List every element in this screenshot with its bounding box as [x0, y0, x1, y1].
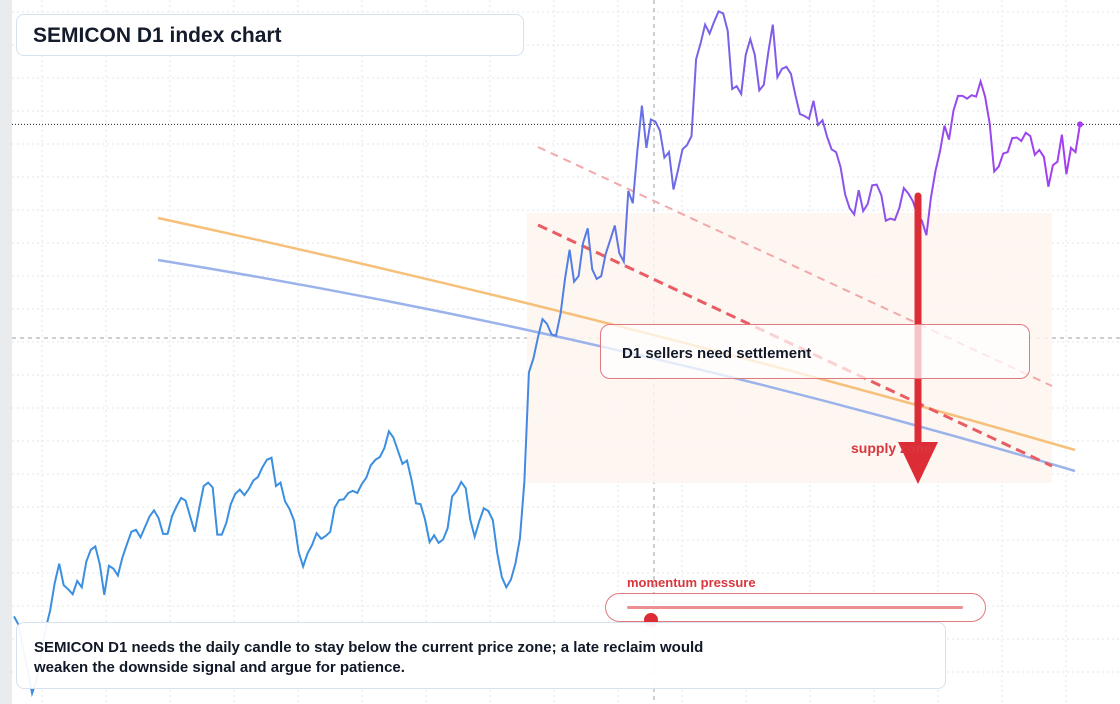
settlement-callout: D1 sellers need settlement: [600, 324, 1030, 379]
momentum-label: momentum pressure: [627, 575, 756, 590]
direction-arrow: [898, 192, 938, 484]
price-series: [13, 10, 1083, 698]
callout-text: D1 sellers need settlement: [622, 345, 812, 362]
last-price-dot: [1077, 121, 1083, 128]
momentum-gauge: [605, 593, 986, 627]
note-text: SEMICON D1 needs the daily candle to sta…: [34, 639, 704, 676]
chart-title: SEMICON D1 index chart: [33, 24, 282, 47]
price-line: [13, 10, 1081, 698]
momentum-track: [627, 606, 963, 627]
left-price-rail: [0, 0, 12, 704]
supply-zone-label: supply zone: [851, 440, 932, 456]
trendline-upper: [537, 146, 1053, 387]
trendline-lower: [537, 223, 1053, 468]
note-panel: SEMICON D1 needs the daily candle to sta…: [16, 622, 946, 689]
title-panel: SEMICON D1 index chart: [16, 14, 524, 56]
arrow-head: [898, 442, 938, 484]
